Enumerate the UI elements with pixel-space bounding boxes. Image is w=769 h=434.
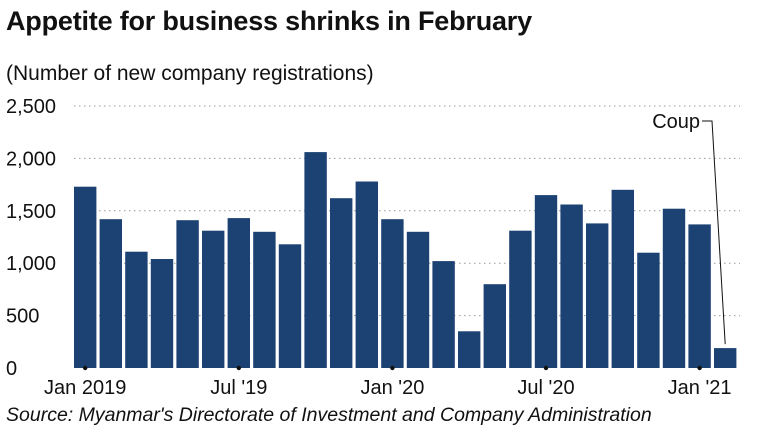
bar-jan-2021 <box>688 224 711 368</box>
y-axis-ticks: 0 500 1,000 1,500 2,000 2,500 <box>6 96 56 380</box>
bar-sep-2020 <box>586 223 609 368</box>
bar-nov-2019 <box>330 198 353 368</box>
bar-sep-2019 <box>278 244 302 368</box>
x-tick-mark <box>236 365 241 371</box>
bar-dec-2020 <box>662 208 686 368</box>
bars <box>74 152 737 368</box>
y-tick-label: 0 <box>6 358 17 380</box>
x-tick-label: Jan '20 <box>360 377 424 399</box>
bar-jun-2020 <box>509 230 532 368</box>
bar-dec-2019 <box>355 181 378 368</box>
bar-may-2019 <box>176 220 199 368</box>
bar-apr-2020 <box>458 331 481 368</box>
x-tick-mark <box>697 365 702 371</box>
bar-jul-2019 <box>227 218 250 368</box>
x-tick-mark <box>83 365 88 371</box>
annotation-leader-line <box>702 120 726 345</box>
bar-feb-2019 <box>99 219 122 368</box>
y-tick-label: 1,000 <box>6 253 56 275</box>
bar-feb-2021 <box>714 348 737 368</box>
y-tick-label: 2,000 <box>6 148 56 170</box>
bar-jan-2020 <box>381 219 404 368</box>
x-tick-label: Jul '19 <box>210 377 267 399</box>
x-axis-ticks: Jan 2019 Jul '19 Jan '20 Jul '20 Jan '21 <box>44 365 732 399</box>
bar-nov-2020 <box>637 252 660 368</box>
x-tick-label: Jan 2019 <box>44 377 126 399</box>
x-tick-mark <box>543 365 549 371</box>
x-tick-label: Jul '20 <box>517 377 574 399</box>
bar-mar-2019 <box>125 251 148 368</box>
annotation-label: Coup <box>652 111 700 133</box>
annotations: Coup <box>652 111 726 345</box>
bar-apr-2019 <box>150 259 174 368</box>
bar-jun-2019 <box>202 230 225 368</box>
bar-feb-2020 <box>406 231 430 368</box>
bar-jul-2020 <box>534 195 558 368</box>
bar-aug-2019 <box>253 231 276 368</box>
bar-may-2020 <box>483 284 506 368</box>
x-tick-mark <box>390 365 395 371</box>
chart-title: Appetite for business shrinks in Februar… <box>6 6 532 36</box>
bar-mar-2020 <box>432 261 455 368</box>
chart-subtitle: (Number of new company registrations) <box>6 62 374 85</box>
x-tick-label: Jan '21 <box>668 377 732 399</box>
source-note: Source: Myanmar's Directorate of Investm… <box>6 404 652 426</box>
bar-oct-2020 <box>611 189 634 368</box>
y-tick-label: 1,500 <box>6 201 56 223</box>
y-tick-label: 500 <box>6 306 39 328</box>
bar-aug-2020 <box>560 204 583 368</box>
bar-oct-2019 <box>304 152 327 368</box>
y-tick-label: 2,500 <box>6 96 56 118</box>
bar-jan-2019 <box>74 186 97 368</box>
